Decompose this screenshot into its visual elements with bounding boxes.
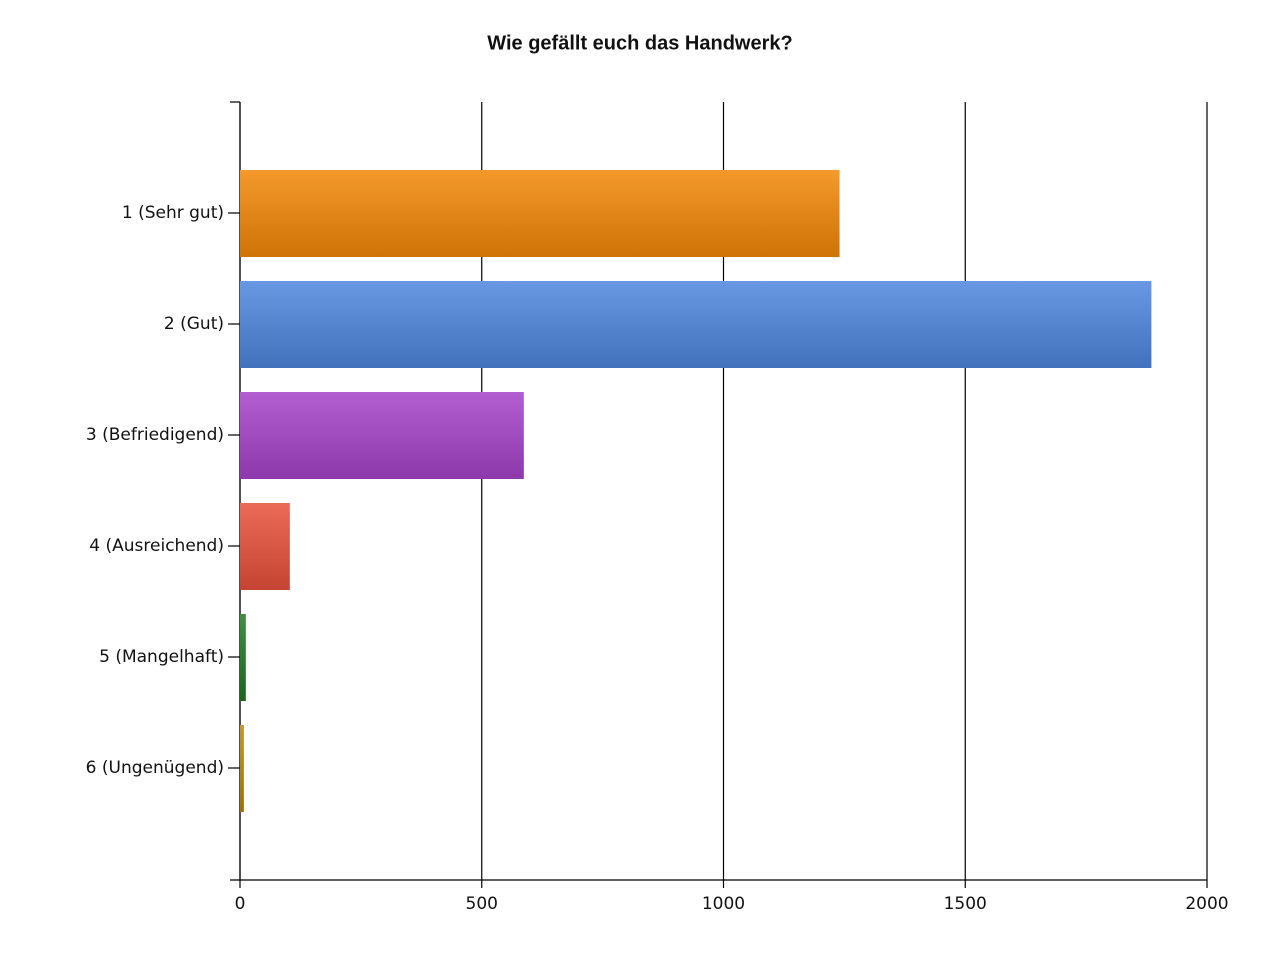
y-tick-label: 2 (Gut) [164,314,224,334]
x-tick-label: 2000 [1185,894,1228,914]
x-tick-label: 0 [235,894,246,914]
chart-title: Wie gefällt euch das Handwerk? [487,32,792,54]
x-tick-label: 1500 [944,894,987,914]
x-tick-label: 500 [466,894,498,914]
y-tick-label: 6 (Ungenügend) [86,758,224,778]
bar-shade [240,170,840,257]
y-tick-label: 1 (Sehr gut) [122,203,224,223]
bar-shade [240,725,244,812]
y-tick-label: 3 (Befriedigend) [86,425,224,445]
bar-shade [240,614,246,701]
x-tick-label: 1000 [702,894,745,914]
y-tick-label: 4 (Ausreichend) [89,536,224,556]
bar-shade [240,281,1152,368]
bar-shade [240,503,290,590]
bar-shade [240,392,524,479]
y-tick-label: 5 (Mangelhaft) [99,647,224,667]
